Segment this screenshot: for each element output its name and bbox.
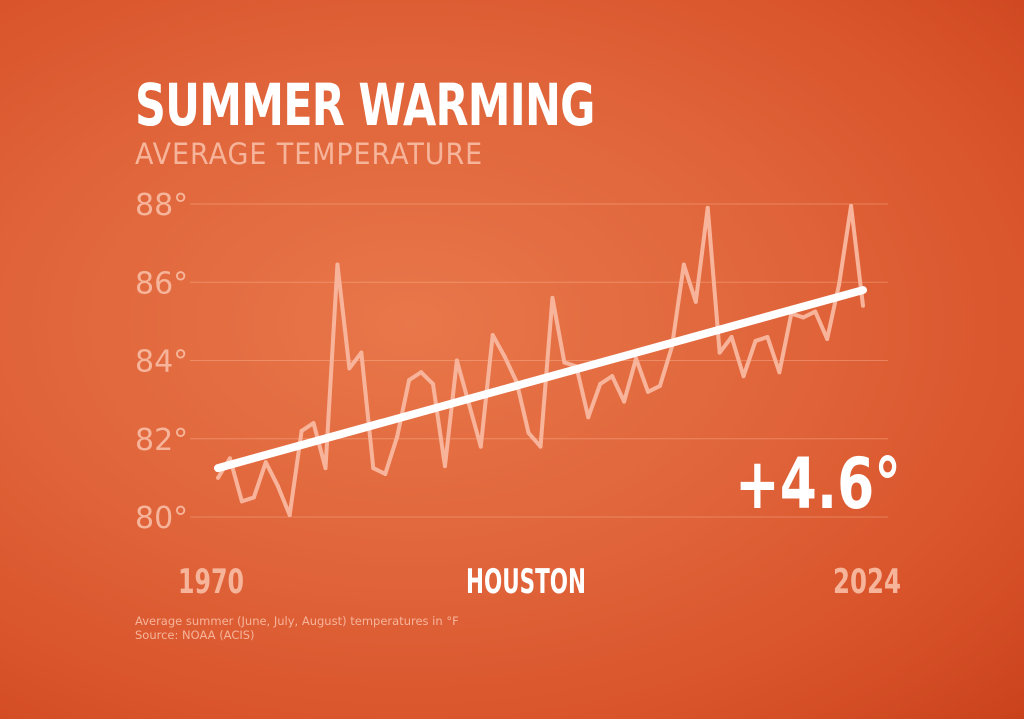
data-point-1980 bbox=[335, 262, 340, 267]
data-point-1990 bbox=[454, 358, 459, 363]
data-point-2004 bbox=[622, 399, 627, 404]
data-point-2014 bbox=[741, 374, 746, 379]
data-point-2013 bbox=[729, 335, 734, 340]
data-point-1983 bbox=[371, 466, 376, 471]
data-point-2002 bbox=[598, 381, 603, 386]
footnote: Average summer (June, July, August) temp… bbox=[135, 614, 459, 628]
change-annotation: +4.6° bbox=[735, 443, 901, 525]
data-point-1982 bbox=[359, 350, 364, 355]
chart-subtitle: AVERAGE TEMPERATURE bbox=[135, 137, 484, 171]
data-point-1972 bbox=[239, 499, 244, 504]
data-point-1992 bbox=[478, 444, 483, 449]
data-point-2006 bbox=[646, 389, 650, 394]
data-point-2015 bbox=[753, 338, 758, 343]
data-point-2024 bbox=[861, 303, 865, 308]
trend-line bbox=[214, 286, 867, 473]
data-point-2011 bbox=[705, 205, 710, 210]
data-point-2005 bbox=[634, 356, 639, 361]
data-point-1987 bbox=[419, 370, 424, 375]
y-tick-label: 88° bbox=[135, 188, 188, 223]
data-point-1994 bbox=[502, 354, 507, 359]
data-point-2007 bbox=[657, 383, 662, 388]
y-tick-label: 82° bbox=[135, 423, 188, 458]
data-point-2009 bbox=[681, 262, 686, 267]
data-point-2010 bbox=[693, 299, 698, 304]
chart-title: SUMMER WARMING bbox=[135, 71, 595, 139]
x-end-label: 2024 bbox=[833, 562, 901, 602]
data-point-2022 bbox=[837, 282, 842, 287]
y-tick-label: 86° bbox=[135, 266, 188, 301]
data-point-2019 bbox=[801, 315, 806, 320]
data-point-1974 bbox=[263, 460, 268, 465]
data-point-1986 bbox=[407, 378, 412, 383]
y-tick-label: 80° bbox=[135, 501, 188, 536]
data-point-1978 bbox=[311, 421, 316, 426]
data-point-1981 bbox=[347, 366, 352, 371]
data-point-1989 bbox=[442, 464, 447, 469]
y-tick-label: 84° bbox=[135, 345, 188, 380]
data-point-2017 bbox=[777, 370, 782, 375]
data-point-1970 bbox=[216, 475, 220, 480]
data-point-1971 bbox=[227, 456, 232, 461]
location-label: HOUSTON bbox=[466, 562, 586, 602]
data-point-1993 bbox=[490, 333, 495, 338]
data-point-1984 bbox=[383, 471, 388, 476]
data-point-2021 bbox=[825, 336, 830, 341]
data-point-2003 bbox=[610, 374, 615, 379]
data-point-2020 bbox=[813, 309, 818, 314]
data-point-1988 bbox=[431, 381, 435, 386]
source-note: Source: NOAA (ACIS) bbox=[135, 628, 255, 642]
x-start-label: 1970 bbox=[178, 562, 244, 602]
data-point-2012 bbox=[717, 350, 722, 355]
data-point-1998 bbox=[550, 295, 555, 300]
data-point-2001 bbox=[586, 415, 591, 420]
data-point-1996 bbox=[526, 430, 531, 435]
data-point-1979 bbox=[323, 466, 328, 471]
data-point-1973 bbox=[251, 495, 256, 500]
data-point-1975 bbox=[275, 483, 280, 488]
data-point-1999 bbox=[562, 360, 567, 365]
data-point-2016 bbox=[765, 335, 770, 340]
data-point-1977 bbox=[299, 428, 304, 433]
data-point-1985 bbox=[395, 434, 400, 439]
data-point-2023 bbox=[849, 203, 854, 208]
data-point-1976 bbox=[287, 513, 292, 518]
data-point-1997 bbox=[538, 444, 543, 449]
